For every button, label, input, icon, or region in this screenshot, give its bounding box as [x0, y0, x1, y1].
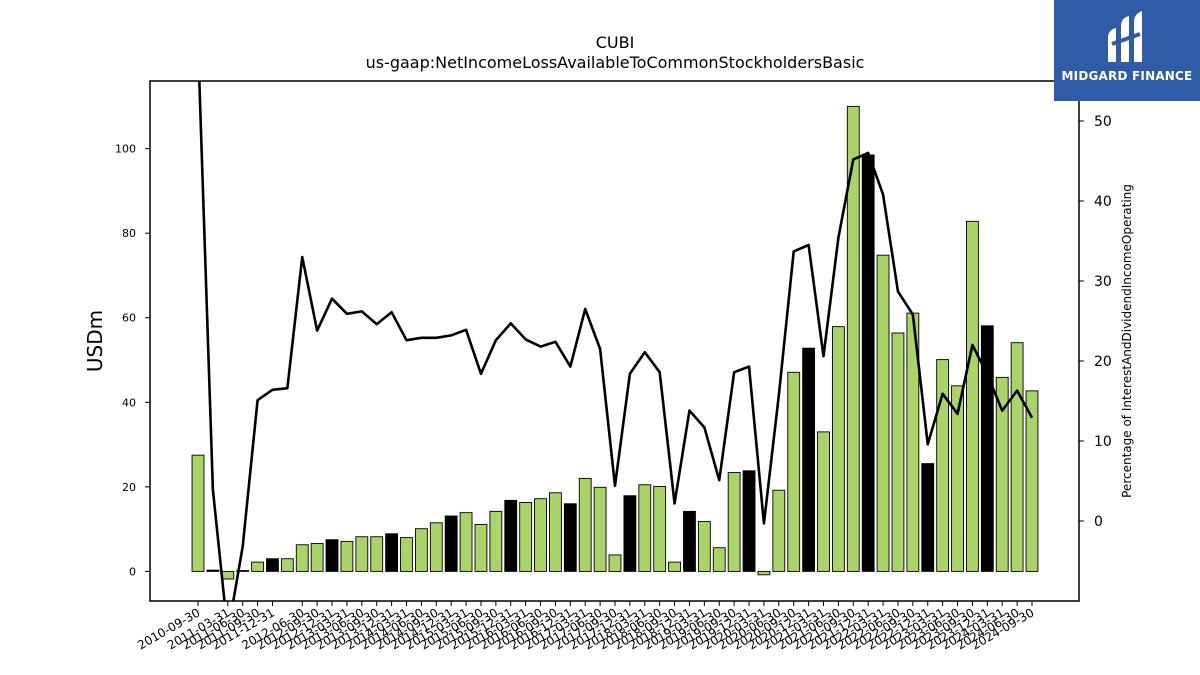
bar-2013-06-30 [355, 536, 369, 572]
bar-2013-12-31 [385, 533, 399, 572]
left-tick-label: 20 [122, 481, 136, 494]
bar-2015-09-30 [489, 510, 503, 572]
chart-title: CUBI [596, 33, 635, 52]
bar-2010-12-31 [206, 569, 220, 572]
bar-2014-09-30 [429, 522, 443, 572]
bar-2017-12-31 [623, 495, 637, 572]
bar-2023-06-30 [951, 385, 964, 572]
bar-2014-06-30 [414, 528, 428, 572]
bar-series [191, 105, 1039, 580]
brand-logo: MIDGARD FINANCE [1054, 0, 1200, 101]
left-tick-label: 60 [122, 312, 136, 325]
bar-2019-12-31 [742, 470, 756, 572]
logo-text: MIDGARD FINANCE [1061, 69, 1193, 83]
bar-2019-03-31 [697, 521, 711, 572]
right-tick-label: 0 [1094, 514, 1103, 530]
chart-subtitle: us-gaap:NetIncomeLossAvailableToCommonSt… [366, 53, 865, 72]
bar-2021-03-31 [817, 431, 830, 572]
right-tick-label: 20 [1094, 354, 1112, 370]
bar-2020-12-31 [802, 347, 816, 572]
bar-2017-09-30 [608, 554, 622, 572]
bar-2021-12-31 [861, 154, 875, 572]
bar-2013-09-30 [370, 536, 384, 572]
line-series [198, 81, 1034, 601]
left-tick-label: 100 [115, 143, 136, 156]
bar-2015-12-31 [504, 499, 518, 572]
bar-2022-06-30 [891, 332, 905, 572]
bar-2018-09-30 [668, 561, 681, 572]
left-tick-label: 40 [122, 396, 136, 409]
bar-2015-06-30 [474, 524, 488, 572]
bar-2012-03-31 [280, 558, 294, 572]
right-tick-label: 10 [1094, 434, 1112, 450]
left-tick-label: 80 [122, 227, 136, 240]
bar-2021-09-30 [846, 105, 860, 572]
bar-2012-06-30 [295, 544, 309, 572]
bar-2011-03-31 [221, 570, 235, 580]
bar-2016-09-30 [549, 492, 562, 572]
bar-2015-03-31 [459, 512, 473, 572]
bar-2011-12-31 [266, 558, 279, 572]
bar-2022-03-31 [876, 254, 890, 572]
percentage-line [198, 81, 1034, 601]
bar-2024-03-31 [995, 376, 1009, 572]
right-axis-ticks: 0 10 20 30 40 50 [1079, 114, 1112, 530]
bar-2020-03-31 [757, 570, 771, 576]
bar-2022-12-31 [921, 463, 935, 572]
bar-2024-09-30 [1025, 390, 1039, 572]
bar-2017-06-30 [593, 486, 607, 572]
bar-2016-03-31 [519, 502, 533, 572]
bar-2018-06-30 [653, 485, 667, 572]
bar-2017-03-31 [578, 477, 592, 572]
bar-2012-12-31 [325, 539, 339, 572]
bar-2020-09-30 [787, 371, 801, 572]
bar-2014-12-31 [444, 515, 458, 572]
left-tick-label: 0 [129, 565, 136, 578]
bar-2016-06-30 [534, 498, 547, 572]
bar-2018-03-31 [638, 484, 652, 572]
bar-2019-06-30 [712, 547, 726, 572]
bar-2023-03-31 [936, 359, 950, 572]
bar-2014-03-31 [400, 537, 413, 572]
bar-2018-12-31 [683, 510, 696, 572]
bar-2023-09-30 [966, 220, 979, 572]
bar-2023-12-31 [980, 325, 994, 572]
left-axis-label: USDm [83, 310, 107, 372]
right-tick-label: 50 [1094, 114, 1112, 130]
bar-2010-09-30 [191, 454, 205, 572]
right-tick-label: 40 [1094, 194, 1112, 210]
bar-2016-12-31 [563, 503, 577, 572]
right-tick-label: 30 [1094, 274, 1112, 290]
x-axis-ticks: 2010-09-302011-03-312011-06-302011-09-30… [135, 601, 1037, 652]
bar-2020-06-30 [772, 489, 786, 572]
bar-2019-09-30 [727, 472, 741, 572]
bar-2011-09-30 [251, 561, 264, 572]
right-axis-label: Percentage of InterestAndDividendIncomeO… [1120, 184, 1134, 498]
left-axis-ticks: 0 20 40 60 80 100 [115, 143, 150, 578]
bar-2024-06-30 [1010, 342, 1024, 572]
bar-2013-03-31 [340, 540, 354, 572]
bar-2011-06-30 [236, 570, 250, 572]
bar-2021-06-30 [831, 326, 845, 572]
logo-mark-icon [1108, 11, 1142, 62]
bar-2012-09-30 [310, 543, 324, 572]
